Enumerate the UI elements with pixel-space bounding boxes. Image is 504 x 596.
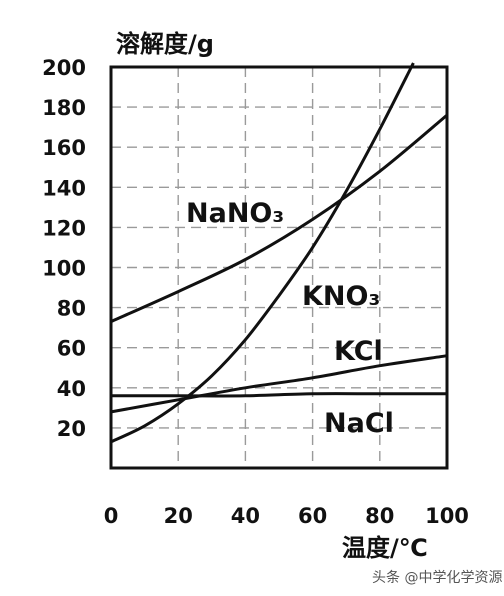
gridlines bbox=[111, 67, 447, 468]
y-axis-title: 溶解度/g bbox=[116, 30, 214, 58]
series-curves bbox=[110, 62, 448, 444]
x-axis-title: 温度/℃ bbox=[342, 534, 428, 562]
y-tick-label: 40 bbox=[57, 377, 86, 401]
y-tick-label: 180 bbox=[42, 96, 86, 120]
series-label-kcl: KCl bbox=[334, 336, 383, 367]
x-tick-label: 0 bbox=[104, 504, 119, 528]
y-tick-label: 80 bbox=[57, 297, 86, 321]
y-tick-labels: 20 40 60 80 100 120 140 160 180 200 bbox=[42, 56, 86, 441]
x-tick-label: 60 bbox=[298, 504, 327, 528]
series-label-nacl: NaCl bbox=[324, 408, 394, 439]
x-tick-label: 100 bbox=[425, 504, 469, 528]
series-line-kno bbox=[110, 62, 415, 444]
y-tick-label: 100 bbox=[42, 257, 86, 281]
y-tick-label: 140 bbox=[42, 176, 86, 200]
series-line-nacl bbox=[110, 392, 447, 398]
series-line-nano bbox=[110, 113, 448, 323]
plot-frame bbox=[109, 65, 449, 470]
y-tick-label: 120 bbox=[42, 216, 86, 240]
x-tick-label: 20 bbox=[164, 504, 193, 528]
series-line-kcl bbox=[110, 354, 448, 414]
y-tick-label: 20 bbox=[57, 417, 86, 441]
y-tick-label: 60 bbox=[57, 337, 86, 361]
watermark-text: 头条 @中学化学资源 bbox=[372, 569, 502, 586]
y-tick-label: 160 bbox=[42, 136, 86, 160]
x-tick-labels: 0 20 40 60 80 100 bbox=[104, 504, 469, 528]
y-tick-label: 200 bbox=[42, 56, 86, 80]
series-label-nano3: NaNO₃ bbox=[186, 198, 284, 229]
x-tick-label: 40 bbox=[231, 504, 260, 528]
series-label-kno3: KNO₃ bbox=[302, 281, 380, 312]
x-tick-label: 80 bbox=[365, 504, 394, 528]
